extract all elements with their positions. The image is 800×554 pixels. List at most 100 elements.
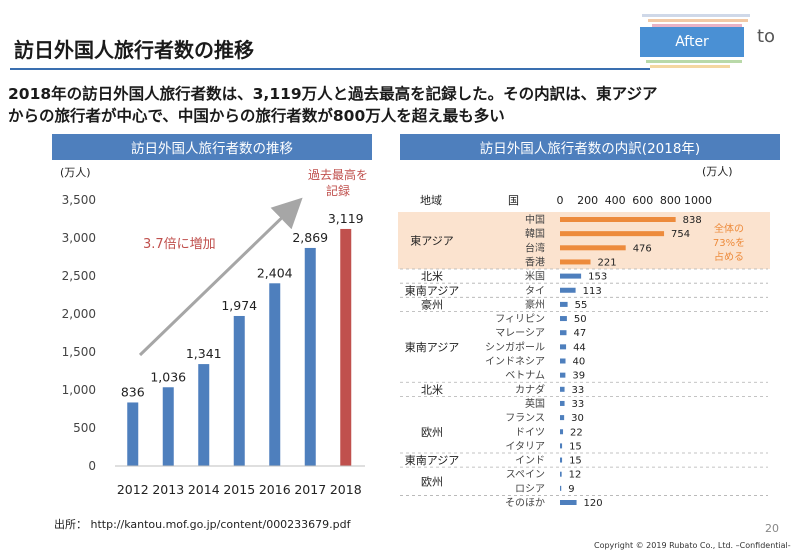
country-label: マレーシア <box>495 328 545 339</box>
country-label: タイ <box>525 285 545 297</box>
x-tick-label: 0 <box>557 194 564 207</box>
decor-line <box>646 60 742 63</box>
bar-米国 <box>560 273 582 279</box>
x-tick-label: 600 <box>632 194 653 207</box>
country-label: フィリピン <box>495 313 545 325</box>
region-label: 北米 <box>421 270 443 283</box>
unit-label: (万人) <box>702 165 733 178</box>
after-button[interactable]: After <box>640 27 744 57</box>
bar-value-label: 50 <box>574 314 587 325</box>
bar-value-label: 40 <box>573 357 586 368</box>
bar-2018 <box>340 228 352 466</box>
y-tick-label: 2,000 <box>62 307 96 321</box>
bar-value-label: 838 <box>683 215 702 226</box>
bar-value-label: 1,974 <box>221 298 257 313</box>
country-label: 英国 <box>525 397 545 410</box>
bar-フランス <box>560 415 565 421</box>
bar-2016 <box>269 283 281 466</box>
country-label: 豪州 <box>525 298 545 311</box>
bar-2013 <box>162 387 174 466</box>
y-tick-label: 500 <box>73 421 96 435</box>
bar-value-label: 153 <box>588 272 607 283</box>
bar-2014 <box>198 364 210 466</box>
share-annotation-line-3: 占める <box>714 250 744 263</box>
country-label: ロシア <box>515 484 545 495</box>
bar-value-label: 33 <box>572 385 585 396</box>
y-axis-label: (万人) <box>60 166 91 179</box>
x-tick-label: 1000 <box>684 194 712 207</box>
y-tick-label: 1,500 <box>62 345 96 359</box>
bar-value-label: 476 <box>633 243 652 254</box>
bar-スペイン <box>560 471 562 477</box>
y-tick-label: 0 <box>88 459 96 473</box>
x-tick-label: 2017 <box>294 482 326 497</box>
x-tick-label: 200 <box>577 194 598 207</box>
country-label: 中国 <box>525 213 545 226</box>
bar-value-label: 12 <box>569 470 582 481</box>
bar-value-label: 3,119 <box>328 211 364 226</box>
bar-value-label: 2,869 <box>292 230 328 245</box>
bar-value-label: 30 <box>571 413 584 424</box>
bar-value-label: 754 <box>671 229 690 240</box>
bar-イタリア <box>560 443 563 449</box>
bar-value-label: 836 <box>121 384 145 399</box>
x-tick-label: 2013 <box>152 482 184 497</box>
y-tick-label: 2,500 <box>62 269 96 283</box>
bar-value-label: 22 <box>570 427 583 438</box>
bar-value-label: 55 <box>575 300 588 311</box>
bar-value-label: 47 <box>573 328 586 339</box>
bar-中国 <box>560 217 676 222</box>
country-label: イタリア <box>505 440 545 452</box>
bar-台湾 <box>560 245 626 251</box>
source-citation: 出所： http://kantou.mof.go.jp/content/0002… <box>54 518 351 531</box>
bar-value-label: 9 <box>568 484 574 495</box>
x-tick-label: 2016 <box>259 482 291 497</box>
bar-香港 <box>560 259 591 265</box>
right-panel-header: 訪日外国人旅行者数の内訳(2018年) <box>400 134 780 160</box>
country-label: フランス <box>505 412 545 424</box>
bar-value-label: 15 <box>569 441 582 452</box>
breakdown-chart: (万人) 地域 国 0 200 400 600 800 1000 中国 838 韓国 754 台湾… <box>398 165 770 509</box>
bar-マレーシア <box>560 330 567 336</box>
decor-line <box>650 65 730 68</box>
growth-annotation: 3.7倍に増加 <box>143 237 216 252</box>
country-column-header: 国 <box>508 194 519 207</box>
bar-2015 <box>233 315 245 466</box>
bar-value-label: 2,404 <box>257 265 293 280</box>
region-label: 欧州 <box>421 475 443 488</box>
region-label: 東南アジア <box>405 454 460 467</box>
country-label: ベトナム <box>505 370 545 382</box>
subtitle-line-1: 2018年の訪日外国人旅行者数は、3,119万人と過去最高を記録した。その内訳は… <box>8 85 658 103</box>
bar-ドイツ <box>560 429 564 435</box>
region-label: 欧州 <box>421 426 443 439</box>
region-label: 豪州 <box>421 297 443 311</box>
x-tick-label: 2015 <box>223 482 255 497</box>
bar-value-label: 120 <box>584 498 603 509</box>
x-tick-label: 800 <box>660 194 681 207</box>
bar-ロシア <box>560 485 562 491</box>
region-column-header: 地域 <box>420 194 442 207</box>
country-label: そのほか <box>505 497 545 509</box>
region-label: 東南アジア <box>405 341 460 354</box>
country-label: インド <box>515 456 545 467</box>
country-label: 台湾 <box>525 241 545 254</box>
bar-value-label: 44 <box>573 342 586 353</box>
bar-インドネシア <box>560 358 566 364</box>
page-number: 20 <box>765 522 779 535</box>
country-label: 香港 <box>525 256 545 268</box>
bar-インド <box>560 457 563 463</box>
logo: to <box>757 26 776 47</box>
country-label: スペイン <box>506 470 545 481</box>
x-tick-label: 2014 <box>188 482 220 497</box>
region-label: 北米 <box>421 383 443 396</box>
bar-そのほか <box>560 500 577 505</box>
bar-value-label: 15 <box>569 456 582 467</box>
bar-2012 <box>127 402 139 466</box>
page-title: 訪日外国人旅行者数の推移 <box>14 38 254 62</box>
copyright: Copyright © 2019 Rubato Co., Ltd. –Confi… <box>594 541 791 550</box>
bar-value-label: 1,341 <box>186 346 222 361</box>
bar-value-label: 221 <box>597 257 616 268</box>
left-panel-header: 訪日外国人旅行者数の推移 <box>52 134 372 160</box>
region-label: 東南アジア <box>405 284 460 297</box>
y-tick-label: 3,500 <box>62 193 96 207</box>
